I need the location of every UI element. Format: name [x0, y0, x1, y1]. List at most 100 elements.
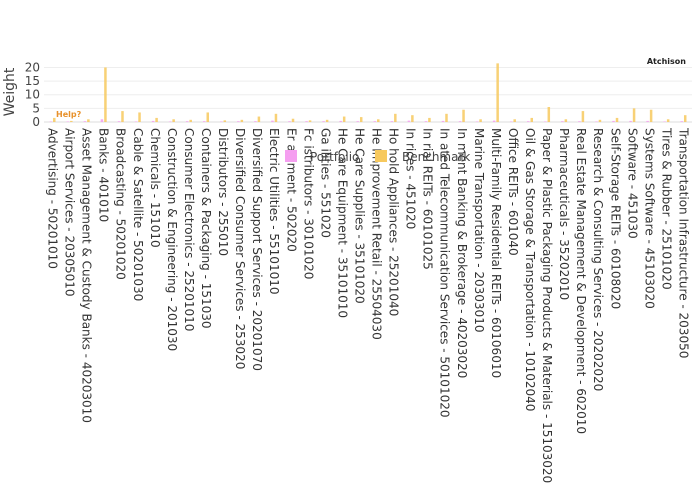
- bar-portfolio[interactable]: [100, 119, 104, 122]
- bar-portfolio[interactable]: [203, 121, 206, 122]
- bar-benchmark[interactable]: [598, 119, 602, 122]
- bar-portfolio[interactable]: [629, 120, 632, 122]
- x-tick-label: Cable & Satellite - 50201030: [131, 128, 145, 301]
- x-tick-label: In ated Telecommunication Services - 501…: [438, 128, 452, 417]
- bar-portfolio[interactable]: [424, 121, 428, 122]
- bar-benchmark[interactable]: [104, 67, 107, 122]
- bar-portfolio[interactable]: [663, 121, 666, 122]
- bar-benchmark[interactable]: [513, 119, 516, 122]
- bar-benchmark[interactable]: [308, 120, 312, 122]
- legend-item-benchmark[interactable]: Benchmark: [375, 150, 470, 164]
- bar-benchmark[interactable]: [240, 119, 244, 122]
- bar-portfolio[interactable]: [680, 121, 683, 122]
- x-tick-label: He Care Equipment - 35101010: [335, 128, 349, 318]
- bar-portfolio[interactable]: [578, 121, 581, 122]
- x-tick-label: Banks - 401010: [97, 128, 111, 222]
- bar-portfolio[interactable]: [441, 120, 445, 122]
- bar-benchmark[interactable]: [359, 117, 363, 122]
- bar-portfolio[interactable]: [49, 121, 53, 122]
- x-tick-label: Real Estate Management & Development - 6…: [574, 128, 588, 434]
- bar-portfolio[interactable]: [339, 120, 342, 122]
- bar-benchmark[interactable]: [632, 108, 636, 122]
- x-tick-label: Diversified Consumer Services - 253020: [233, 128, 247, 369]
- bar-benchmark[interactable]: [394, 113, 397, 122]
- bar-benchmark[interactable]: [581, 111, 585, 122]
- bar-benchmark[interactable]: [428, 117, 431, 122]
- bar-portfolio[interactable]: [527, 121, 530, 122]
- bar-benchmark[interactable]: [155, 117, 158, 122]
- x-tick-label: Construction & Engineering - 201030: [165, 128, 179, 351]
- bar-benchmark[interactable]: [206, 112, 210, 122]
- bar-benchmark[interactable]: [445, 113, 448, 122]
- bar-benchmark[interactable]: [411, 115, 414, 122]
- bar-benchmark[interactable]: [257, 116, 261, 122]
- bar-benchmark[interactable]: [223, 120, 227, 122]
- bar-benchmark[interactable]: [172, 119, 175, 122]
- bar-portfolio[interactable]: [134, 121, 138, 122]
- bar-portfolio[interactable]: [458, 121, 462, 122]
- bar-portfolio[interactable]: [407, 120, 411, 122]
- x-axis-ticks: Advertising - 50201010 Airport Services -…: [46, 127, 691, 483]
- bar-benchmark[interactable]: [274, 113, 278, 122]
- bar-portfolio[interactable]: [595, 121, 598, 122]
- bar-portfolio[interactable]: [561, 121, 564, 122]
- legend-label-portfolio: Portfolio: [310, 150, 359, 164]
- bar-portfolio[interactable]: [390, 121, 394, 122]
- bar-benchmark[interactable]: [87, 119, 90, 122]
- bar-portfolio[interactable]: [254, 121, 257, 122]
- bar-portfolio[interactable]: [288, 121, 291, 122]
- y-tick-label: 10: [25, 88, 40, 102]
- x-tick-label: Ga ilities - 551020: [318, 128, 332, 238]
- x-tick-label: Chemicals - 151010: [148, 128, 162, 248]
- bar-portfolio[interactable]: [492, 120, 496, 122]
- bar-portfolio[interactable]: [646, 120, 649, 122]
- x-tick-label: In rices - 451020: [404, 128, 418, 229]
- bar-benchmark[interactable]: [564, 119, 568, 122]
- legend-item-portfolio[interactable]: Portfolio: [285, 150, 359, 164]
- bar-portfolio[interactable]: [509, 121, 513, 122]
- bar-portfolio[interactable]: [271, 120, 274, 122]
- bar-benchmark[interactable]: [649, 109, 653, 122]
- bar-portfolio[interactable]: [117, 121, 121, 122]
- bar-portfolio[interactable]: [373, 121, 377, 122]
- x-tick-label: In rial REITs - 60101025: [421, 128, 435, 270]
- bar-benchmark[interactable]: [462, 109, 465, 122]
- bar-portfolio[interactable]: [66, 121, 70, 122]
- x-tick-label: Paper & Plastic Packaging Products & Mat…: [540, 128, 554, 483]
- bar-benchmark[interactable]: [530, 117, 534, 122]
- x-tick-label: Fc istributors - 30101020: [301, 128, 315, 279]
- bar-benchmark[interactable]: [479, 119, 482, 122]
- bar-benchmark[interactable]: [325, 119, 329, 122]
- bar-portfolio[interactable]: [356, 121, 359, 122]
- bar-portfolio[interactable]: [185, 121, 189, 122]
- bar-benchmark[interactable]: [547, 107, 551, 122]
- bar-portfolio[interactable]: [322, 121, 325, 122]
- bar-portfolio[interactable]: [475, 121, 479, 122]
- bar-benchmark[interactable]: [138, 112, 141, 122]
- bar-portfolio[interactable]: [220, 121, 223, 122]
- bar-benchmark[interactable]: [666, 119, 670, 122]
- bar-benchmark[interactable]: [342, 116, 346, 122]
- bar-portfolio[interactable]: [151, 120, 155, 122]
- x-tick-label: Software - 451030: [625, 128, 639, 239]
- bar-benchmark[interactable]: [377, 119, 380, 122]
- bar-benchmark[interactable]: [121, 111, 124, 122]
- y-tick-label: 0: [32, 115, 40, 129]
- bar-benchmark[interactable]: [615, 117, 619, 122]
- x-tick-label: In ment Banking & Brokerage - 40203020: [455, 128, 469, 378]
- bar-benchmark[interactable]: [70, 120, 73, 122]
- bar-benchmark[interactable]: [683, 115, 687, 122]
- bar-portfolio[interactable]: [168, 121, 172, 122]
- bar-benchmark[interactable]: [53, 117, 56, 122]
- bar-portfolio[interactable]: [612, 120, 615, 122]
- bar-portfolio[interactable]: [237, 121, 240, 122]
- x-tick-label: Transportation Infrastructure - 203050: [676, 127, 690, 358]
- help-link[interactable]: Help?: [56, 110, 82, 119]
- bar-portfolio[interactable]: [305, 121, 308, 122]
- bar-portfolio[interactable]: [83, 121, 87, 122]
- bar-portfolio[interactable]: [544, 121, 547, 122]
- x-tick-label: Self-Storage REITs - 60108020: [608, 128, 622, 309]
- bar-benchmark[interactable]: [291, 118, 295, 122]
- bar-benchmark[interactable]: [189, 119, 192, 122]
- bar-benchmark[interactable]: [496, 63, 499, 122]
